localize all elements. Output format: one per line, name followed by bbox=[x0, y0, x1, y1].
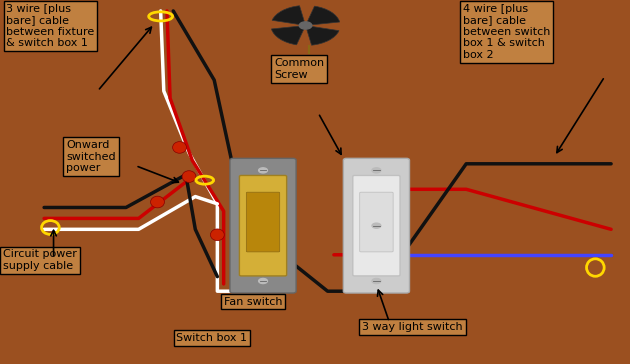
Text: 3 wire [plus
bare] cable
between fixture
& switch box 1: 3 wire [plus bare] cable between fixture… bbox=[6, 4, 94, 48]
Ellipse shape bbox=[182, 171, 196, 182]
Circle shape bbox=[372, 223, 381, 228]
Wedge shape bbox=[306, 25, 339, 45]
Circle shape bbox=[372, 278, 381, 284]
FancyBboxPatch shape bbox=[360, 192, 393, 252]
Ellipse shape bbox=[151, 196, 164, 208]
Text: Onward
switched
power: Onward switched power bbox=[66, 140, 116, 173]
Text: 3 way light switch: 3 way light switch bbox=[362, 322, 463, 332]
Ellipse shape bbox=[173, 142, 186, 153]
Circle shape bbox=[299, 22, 312, 29]
Circle shape bbox=[258, 278, 267, 284]
FancyBboxPatch shape bbox=[353, 175, 400, 276]
FancyBboxPatch shape bbox=[343, 158, 410, 293]
Circle shape bbox=[372, 168, 381, 173]
Text: Switch box 1: Switch box 1 bbox=[176, 333, 248, 343]
Text: 4 wire [plus
bare] cable
between switch
box 1 & switch
box 2: 4 wire [plus bare] cable between switch … bbox=[463, 4, 551, 60]
Wedge shape bbox=[306, 6, 340, 25]
Ellipse shape bbox=[210, 229, 224, 241]
Wedge shape bbox=[272, 6, 306, 25]
Text: Circuit power
supply cable: Circuit power supply cable bbox=[3, 249, 77, 271]
FancyBboxPatch shape bbox=[239, 175, 287, 276]
Circle shape bbox=[258, 168, 267, 173]
FancyBboxPatch shape bbox=[230, 158, 296, 293]
FancyBboxPatch shape bbox=[246, 192, 280, 252]
Text: Fan switch: Fan switch bbox=[224, 297, 282, 306]
Wedge shape bbox=[272, 25, 306, 45]
Text: Common
Screw: Common Screw bbox=[274, 58, 324, 80]
